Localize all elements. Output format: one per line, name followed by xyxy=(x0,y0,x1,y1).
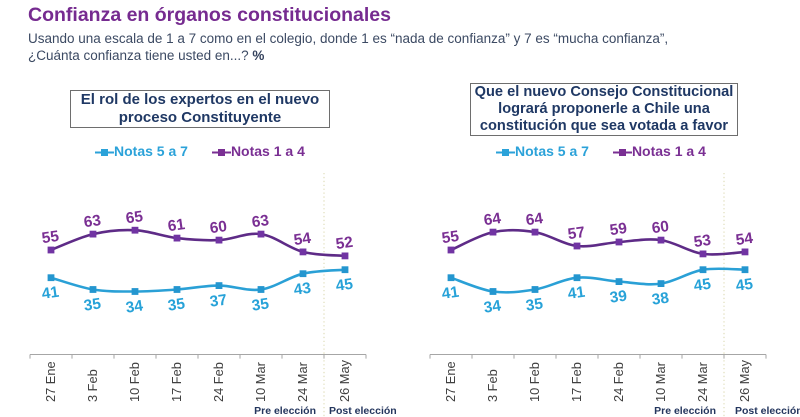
svg-text:24 Feb: 24 Feb xyxy=(611,362,626,402)
svg-text:43: 43 xyxy=(293,280,313,299)
svg-text:53: 53 xyxy=(693,232,713,251)
svg-text:54: 54 xyxy=(293,230,313,249)
svg-text:3 Feb: 3 Feb xyxy=(485,369,500,402)
svg-text:10 Feb: 10 Feb xyxy=(527,362,542,402)
svg-text:63: 63 xyxy=(83,212,103,231)
svg-text:27 Ene: 27 Ene xyxy=(443,361,458,402)
svg-text:35: 35 xyxy=(525,295,545,314)
svg-text:60: 60 xyxy=(651,218,670,237)
svg-text:34: 34 xyxy=(483,297,503,316)
svg-text:39: 39 xyxy=(609,287,629,306)
svg-text:57: 57 xyxy=(567,224,586,243)
svg-text:10 Mar: 10 Mar xyxy=(253,361,268,402)
svg-text:45: 45 xyxy=(335,276,355,295)
svg-text:35: 35 xyxy=(167,295,187,314)
svg-text:61: 61 xyxy=(167,216,187,235)
svg-text:55: 55 xyxy=(441,228,461,247)
svg-text:54: 54 xyxy=(735,230,755,249)
svg-text:45: 45 xyxy=(693,276,713,295)
svg-text:63: 63 xyxy=(251,212,271,231)
svg-text:10 Feb: 10 Feb xyxy=(127,362,142,402)
svg-text:65: 65 xyxy=(125,208,145,227)
svg-text:35: 35 xyxy=(83,295,103,314)
svg-text:45: 45 xyxy=(735,276,755,295)
svg-text:41: 41 xyxy=(41,284,61,303)
svg-text:17 Feb: 17 Feb xyxy=(169,362,184,402)
svg-text:41: 41 xyxy=(441,284,461,303)
svg-text:37: 37 xyxy=(209,292,228,311)
svg-text:27 Ene: 27 Ene xyxy=(43,361,58,402)
svg-text:59: 59 xyxy=(609,220,629,239)
svg-text:64: 64 xyxy=(525,210,545,229)
svg-text:34: 34 xyxy=(125,297,145,316)
svg-text:24 Feb: 24 Feb xyxy=(211,362,226,402)
svg-text:24 Mar: 24 Mar xyxy=(695,361,710,402)
svg-text:26 May: 26 May xyxy=(337,359,352,402)
svg-text:55: 55 xyxy=(41,228,61,247)
svg-text:52: 52 xyxy=(335,234,354,253)
svg-text:60: 60 xyxy=(209,218,228,237)
svg-text:17 Feb: 17 Feb xyxy=(569,362,584,402)
svg-text:26 May: 26 May xyxy=(737,359,752,402)
svg-text:10 Mar: 10 Mar xyxy=(653,361,668,402)
svg-text:24 Mar: 24 Mar xyxy=(295,361,310,402)
svg-text:38: 38 xyxy=(651,289,671,308)
svg-text:3 Feb: 3 Feb xyxy=(85,369,100,402)
svg-text:35: 35 xyxy=(251,295,271,314)
svg-text:64: 64 xyxy=(483,210,503,229)
svg-text:41: 41 xyxy=(567,284,587,303)
